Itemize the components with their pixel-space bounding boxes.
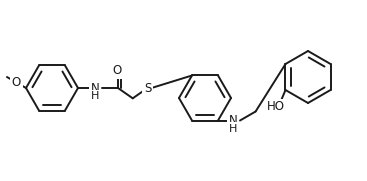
Text: N: N xyxy=(91,81,99,94)
Text: O: O xyxy=(12,76,21,89)
Text: H: H xyxy=(91,91,99,101)
Text: N: N xyxy=(229,114,237,127)
Text: HO: HO xyxy=(266,100,284,113)
Text: O: O xyxy=(112,64,121,77)
Text: S: S xyxy=(144,81,151,94)
Text: H: H xyxy=(229,123,237,134)
